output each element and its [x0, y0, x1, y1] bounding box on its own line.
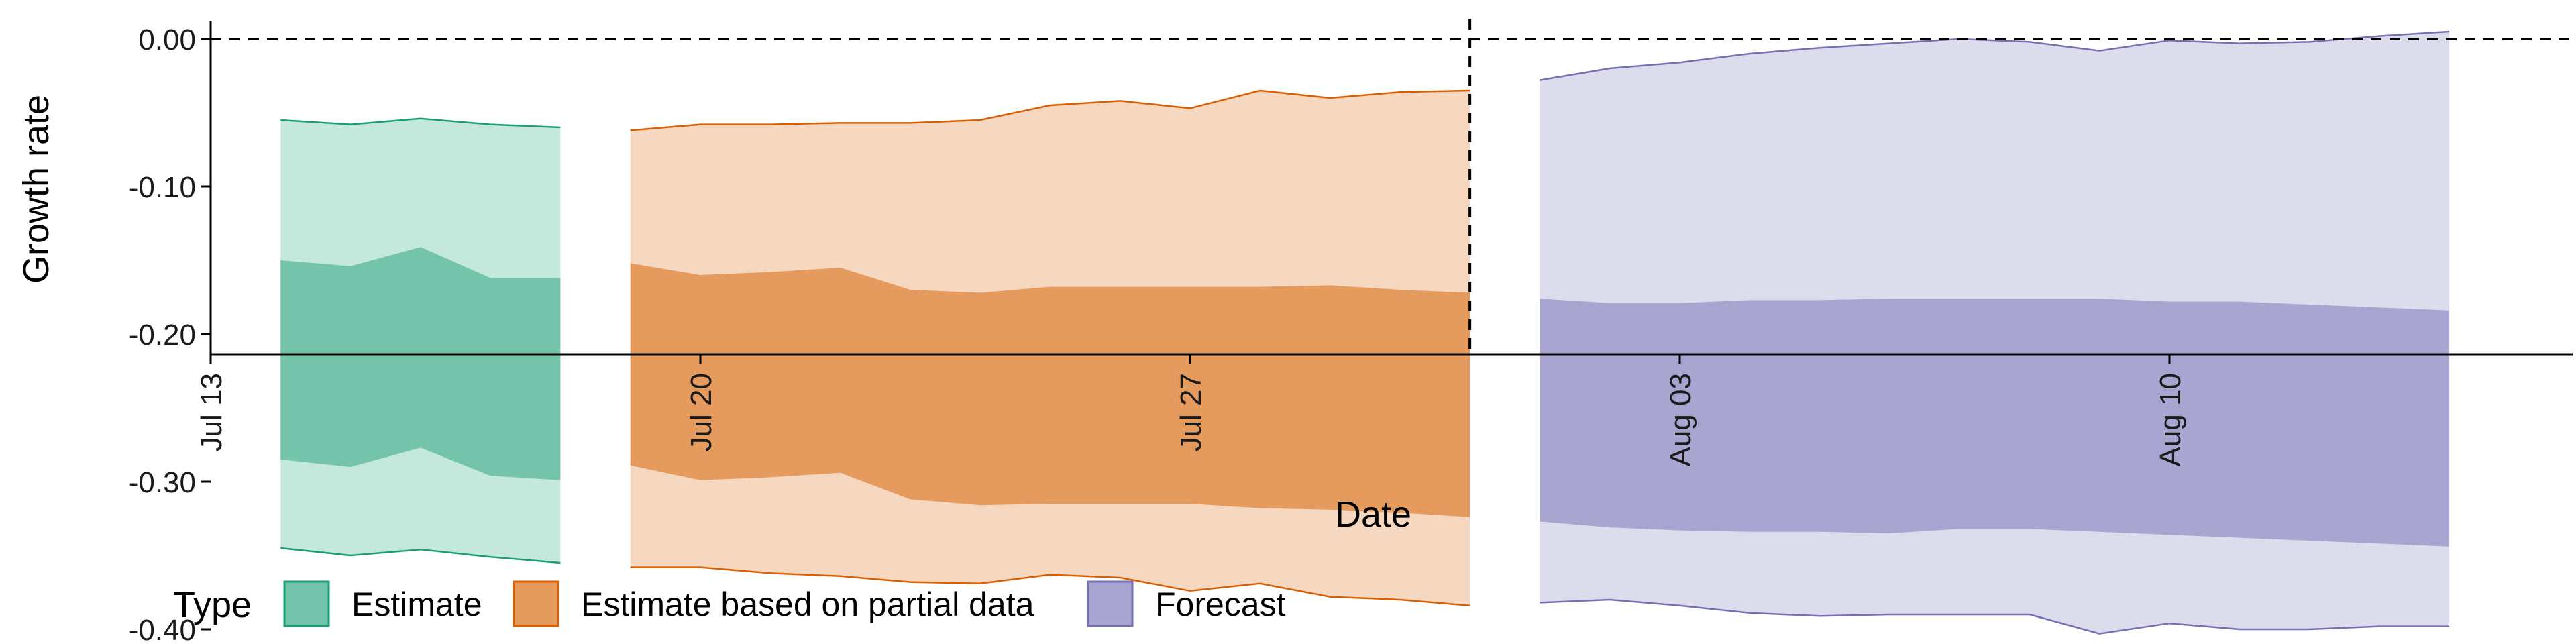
- y-tick-label: 0.00: [138, 23, 196, 56]
- x-tick-label: Aug 03: [1664, 373, 1697, 466]
- y-tick-label: -0.40: [129, 614, 196, 644]
- band-layer: [280, 30, 2450, 635]
- legend-label-estimate: Estimate: [352, 586, 482, 623]
- y-tick-label: -0.10: [129, 171, 196, 204]
- x-ticks: Jul 13 Jul 20 Jul 27 Aug 03 Aug 10: [195, 354, 2187, 466]
- legend-key-forecast: [1087, 580, 1134, 627]
- y-axis-title: Growth rate: [16, 95, 56, 284]
- upper-bound-forecast: [1540, 30, 2450, 81]
- x-tick-label: Aug 10: [2154, 373, 2187, 466]
- legend-key-estimate: [283, 580, 330, 627]
- x-tick-label: Jul 27: [1175, 373, 1208, 451]
- legend-label-estimate-based-on-partial-data: Estimate based on partial data: [581, 586, 1034, 623]
- lower-bound-estimate-based-on-partial-data: [630, 566, 1470, 607]
- upper-bound-estimate-based-on-partial-data: [630, 89, 1470, 131]
- legend-label-forecast: Forecast: [1155, 586, 1286, 623]
- x-tick-label: Jul 13: [195, 373, 228, 451]
- legend-key-estimate-based-on-partial-data: [513, 580, 559, 627]
- axes: [209, 21, 2573, 356]
- legend: Type Estimate Estimate based on partial d…: [173, 580, 1286, 627]
- upper-bound-estimate: [280, 117, 561, 129]
- legend-title: Type: [173, 585, 252, 625]
- lower-bound-forecast: [1540, 598, 2450, 635]
- inner-band-estimate-based-on-partial-data: [630, 263, 1470, 517]
- y-ticks: 0.00 -0.10 -0.20 -0.30 -0.40: [129, 23, 211, 644]
- lower-bound-estimate: [280, 547, 561, 564]
- y-tick-label: -0.20: [129, 319, 196, 352]
- y-tick-label: -0.30: [129, 466, 196, 499]
- x-tick-label: Jul 20: [685, 373, 718, 451]
- inner-band-forecast: [1540, 299, 2450, 547]
- x-axis-title: Date: [1335, 494, 1411, 535]
- inner-band-estimate: [280, 247, 561, 480]
